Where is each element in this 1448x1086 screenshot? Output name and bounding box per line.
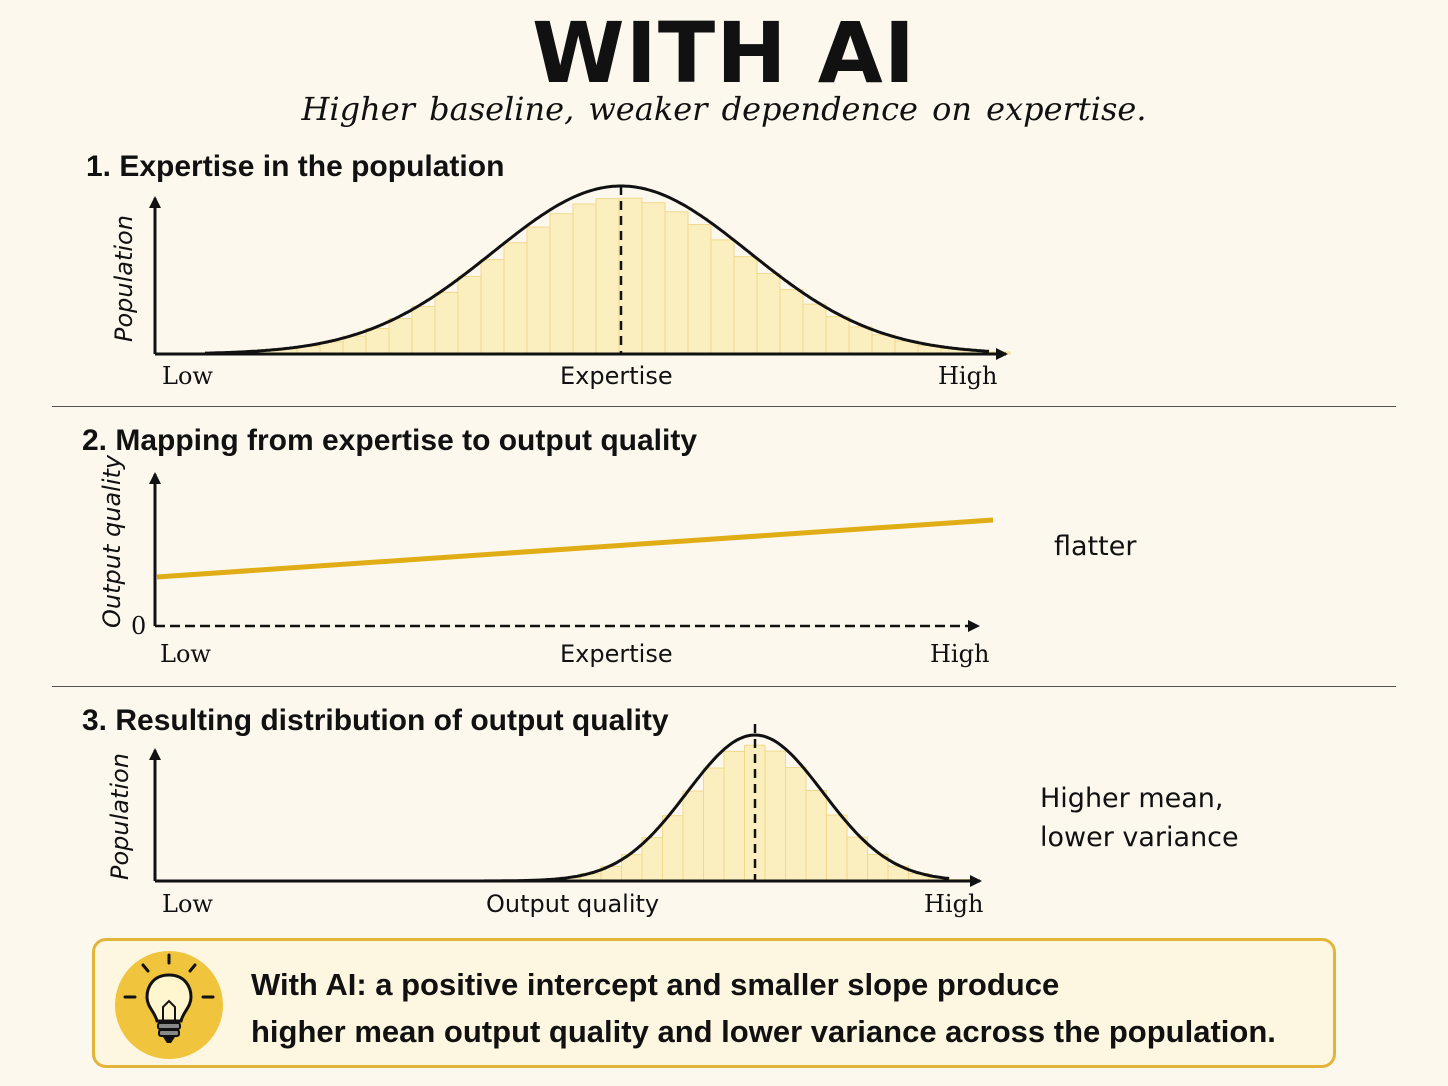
summary-callout: With AI: a positive intercept and smalle… [92,938,1336,1068]
section1-bar [802,303,827,355]
section3-bar [764,750,786,882]
section3-bar [723,750,745,882]
section1-bar [756,273,781,355]
section2-xlabel: Expertise [560,640,673,668]
section1-bar [457,275,482,355]
section1-histogram [204,197,1011,355]
section1-bar [848,326,873,355]
section2-x-low: Low [160,640,211,668]
section1-bar [710,239,735,355]
section3-bell-curve [205,733,950,883]
section1-bell-curve [205,184,990,355]
section3-bar [826,814,848,882]
section3-bar [682,790,704,882]
page-title: WITH AI [531,4,916,102]
section3-xlabel: Output quality [486,890,660,918]
callout-text: With AI: a positive intercept and smalle… [251,961,1276,1055]
lightbulb-icon [115,951,223,1059]
section1-x-high: High [938,362,998,390]
section1-bar [618,197,643,355]
section3-title: 3. Resulting distribution of output qual… [82,704,669,737]
section1-bar [595,198,620,355]
section1-bar [779,289,804,355]
section1-bar [434,291,459,355]
section2-mapping-line [156,517,994,580]
section1-bar [733,256,758,355]
section1-bar [388,318,413,355]
section2-zero: 0 [131,612,147,640]
section1-bar [526,226,551,355]
section1-bar [641,202,666,355]
section2-title: 2. Mapping from expertise to output qual… [82,424,698,457]
section3-histogram [559,744,971,882]
section1-x-low: Low [162,362,213,390]
divider-2 [52,686,1396,687]
section3-bar [805,789,827,882]
section1-bar [687,224,712,355]
section3-note-line1: Higher mean, [1040,783,1224,814]
section3-bar [641,837,663,882]
section1-bar [342,335,367,355]
section1-bar [825,316,850,355]
section1-bar [480,259,505,355]
page-subtitle: Higher baseline, weaker dependence on ex… [301,90,1147,128]
section1-bar [871,334,896,355]
section1-bar [549,213,574,355]
divider-1 [52,406,1396,407]
section3-note: Higher mean, lower variance [1040,779,1239,857]
section2-x-high: High [930,640,990,668]
section2-note: flatter [1054,531,1137,562]
section1-bar [365,327,390,355]
section1-title: 1. Expertise in the population [86,150,505,183]
section3-bar [662,815,684,882]
section3-bar [703,767,725,882]
section1-bar [664,211,689,355]
callout-line1: With AI: a positive intercept and smalle… [251,967,1060,1002]
section1-bar [572,203,597,355]
section3-x-low: Low [162,890,213,918]
section3-bar [846,836,868,882]
section1-bar [503,242,528,355]
section1-bar [411,305,436,355]
section3-note-line2: lower variance [1040,822,1239,853]
section3-bar [785,767,807,882]
section3-x-high: High [924,890,984,918]
callout-line2: higher mean output quality and lower var… [251,1014,1276,1049]
section1-xlabel: Expertise [560,362,673,390]
